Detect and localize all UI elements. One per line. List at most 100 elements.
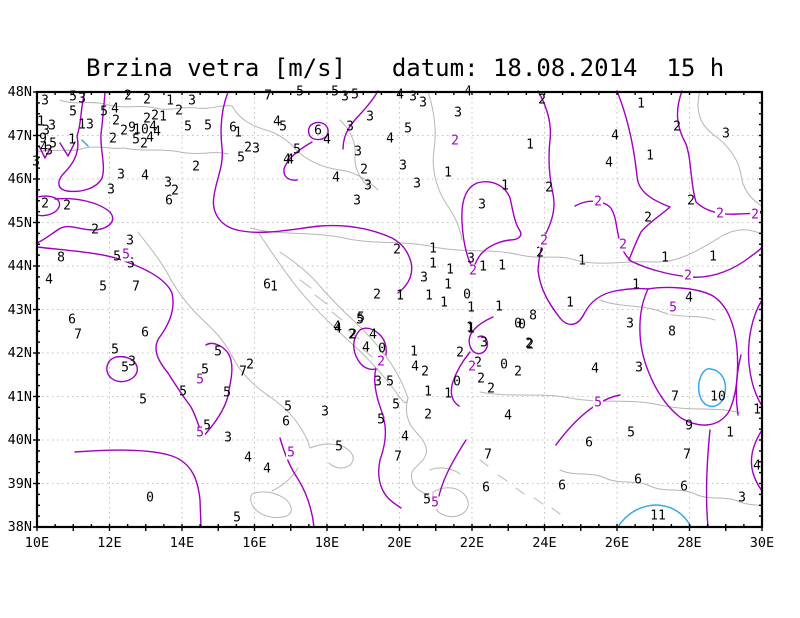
wind-speed-value: 4: [401, 429, 409, 445]
wind-speed-value: 1: [661, 250, 669, 266]
wind-speed-value: 3: [107, 182, 115, 198]
lon-tick-label: 28E: [677, 535, 702, 551]
wind-speed-value: 1: [467, 321, 475, 337]
wind-speed-value: 3: [366, 109, 374, 125]
contour-label: 2: [468, 263, 478, 279]
lat-tick-label: 39N: [7, 475, 32, 492]
lat-tick-label: 48N: [7, 84, 32, 100]
wind-speed-value: 5: [386, 374, 394, 390]
contour-line-cyan: [697, 368, 727, 408]
wind-speed-value: 2: [687, 193, 695, 209]
wind-speed-value: 5: [127, 256, 135, 272]
wind-speed-value: 5: [237, 150, 245, 166]
wind-speed-value: 3: [467, 251, 475, 267]
wind-speed-value: 0: [514, 316, 522, 332]
wind-speed-value: 7: [239, 364, 247, 380]
wind-speed-value: 3: [48, 118, 56, 134]
wind-speed-value: 2: [673, 119, 681, 135]
wind-speed-value: 5: [99, 279, 107, 295]
contour-line: [676, 90, 763, 215]
wind-speed-value: 1: [446, 262, 454, 278]
wind-speed-value: 1: [270, 279, 278, 295]
contour-lines: [36, 90, 763, 528]
wind-speed-value: 2: [393, 242, 401, 258]
wind-speed-value: 3: [32, 154, 40, 170]
contour-label: 5: [668, 300, 678, 316]
wind-speed-value: 2: [456, 345, 464, 361]
wind-speed-value: 6: [314, 123, 322, 139]
wind-speed-value: 7: [671, 389, 679, 405]
contour-line: [750, 429, 763, 492]
contour-label: 2: [539, 233, 549, 249]
wind-speed-value: 5: [423, 492, 431, 508]
wind-speed-value: 4: [141, 168, 149, 184]
lon-tick-label: 12E: [97, 535, 122, 551]
wind-speed-value: 3: [413, 176, 421, 192]
contour-line: [307, 121, 329, 141]
wind-speed-value: 7: [683, 447, 691, 463]
wind-speed-value: 1: [467, 300, 475, 316]
wind-speed-value: 3: [420, 270, 428, 286]
wind-speed-value: 3: [164, 175, 172, 191]
chart-datum: datum: 18.08.2014 15 h: [391, 54, 725, 82]
wind-speed-value: 1: [726, 425, 734, 441]
wind-speed-value: 5: [69, 104, 77, 120]
wind-speed-value: 5: [203, 418, 211, 434]
wind-speed-value: 5: [113, 249, 121, 265]
wind-speed-value: 1: [429, 241, 437, 257]
wind-speed-value: 2: [474, 355, 482, 371]
wind-speed-value: 3: [635, 360, 643, 376]
contour-line: [59, 141, 76, 157]
wind-speed-value: 2: [349, 327, 357, 343]
wind-speed-value: 0: [146, 490, 154, 506]
wind-speed-value: 0: [463, 287, 471, 303]
wind-speed-value: 2: [41, 196, 49, 212]
wind-speed-value: 1: [429, 256, 437, 272]
wind-speed-value: 1: [637, 96, 645, 112]
lat-tick-label: 47N: [7, 127, 32, 144]
wind-speed-value: 0: [500, 357, 508, 373]
wind-speed-value: 2: [424, 407, 432, 423]
wind-speed-value: 5: [356, 312, 364, 328]
wind-speed-value: 6: [585, 435, 593, 451]
wind-speed-value: 2: [348, 327, 356, 343]
wind-speed-value: 2: [477, 371, 485, 387]
wind-speed-value: 2: [244, 140, 252, 156]
coastlines: [36, 90, 763, 519]
contour-line: [639, 286, 739, 426]
wind-speed-value: 3: [321, 404, 329, 420]
wind-speed-value: 5: [331, 84, 339, 100]
lat-tick-label: 38N: [7, 519, 32, 535]
wind-speed-value: 5: [100, 104, 108, 120]
wind-speed-value: 2: [143, 111, 151, 127]
contour-line: [283, 141, 313, 181]
wind-speed-value: 7: [484, 447, 492, 463]
contour-line: [374, 367, 385, 419]
wind-speed-value: 4: [685, 290, 693, 306]
wind-speed-value: 2: [421, 364, 429, 380]
lat-tick-label: 44N: [7, 258, 32, 274]
contour-line: [378, 419, 402, 509]
contour-line: [279, 437, 315, 528]
wind-speed-value: 4: [45, 272, 53, 288]
wind-speed-value: 6: [482, 480, 490, 496]
contour-line: [450, 351, 471, 407]
wind-speed-value: 5: [233, 510, 241, 526]
wind-speed-value: 6: [634, 472, 642, 488]
contour-label: 5: [195, 372, 205, 388]
wind-speed-value: 2: [246, 357, 254, 373]
wind-speed-value: 3: [354, 144, 362, 160]
wind-speed-value: 4: [332, 170, 340, 186]
grid-lines: [37, 92, 762, 527]
wind-speed-value: 4: [386, 131, 394, 147]
wind-speed-value: 6: [141, 325, 149, 341]
wind-speed-value: 2: [360, 162, 368, 178]
wind-speed-value: 3: [364, 178, 372, 194]
wind-speed-value: 4: [611, 128, 619, 144]
wind-speed-value: 4: [504, 408, 512, 424]
wind-speed-value: 4: [333, 319, 341, 335]
contour-line: [212, 91, 413, 294]
lat-tick-label: 42N: [7, 345, 32, 361]
wind-speed-value: 2: [644, 210, 652, 226]
